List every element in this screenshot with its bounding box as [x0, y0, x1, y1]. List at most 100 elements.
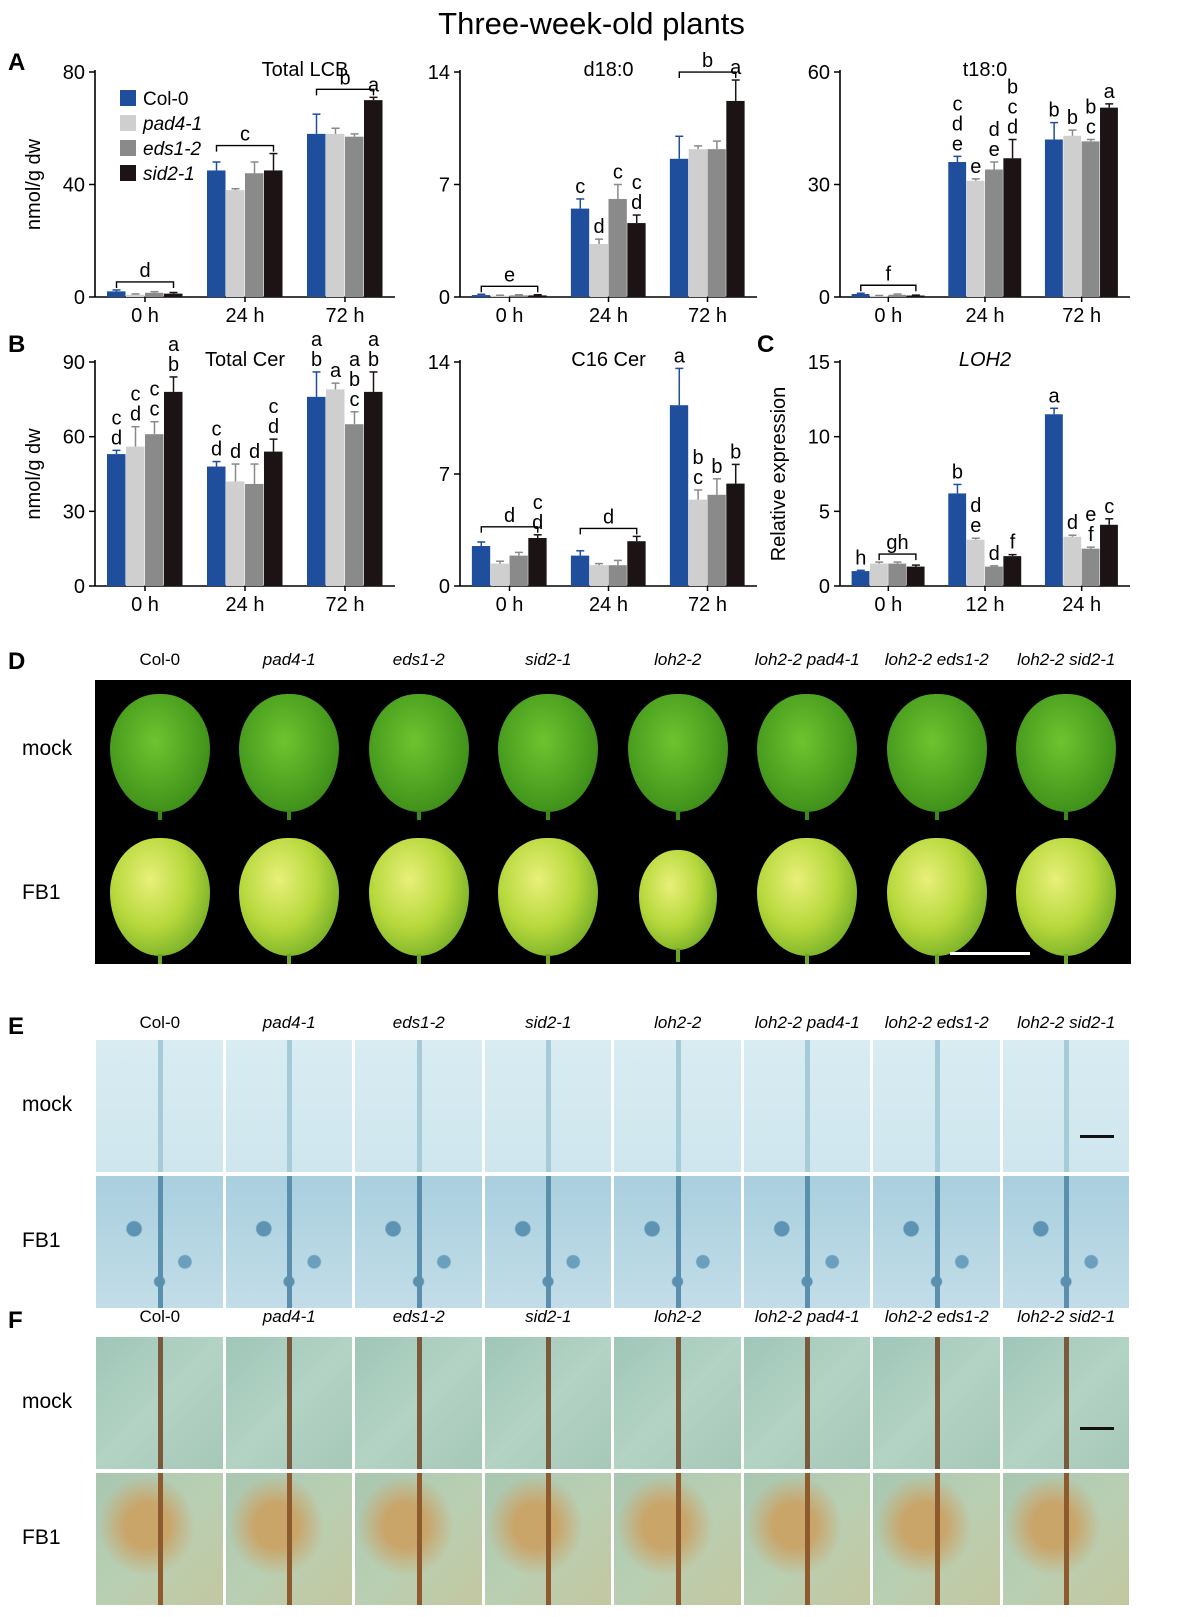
significance-letter: b	[693, 447, 704, 469]
genotype-label: loh2-2 sid2-1	[1017, 1013, 1116, 1032]
leaf-image	[368, 694, 469, 812]
leaf-vein	[934, 1040, 940, 1172]
bar	[888, 563, 907, 586]
y-tick-label: 7	[439, 175, 450, 197]
leaf-image	[757, 694, 858, 812]
significance-letter: e	[970, 515, 981, 537]
leaf-photo	[354, 824, 484, 964]
bar	[627, 223, 646, 297]
y-tick-label: 90	[63, 352, 85, 374]
stain-photo	[1002, 1040, 1129, 1172]
x-tick-label: 72 h	[326, 594, 365, 616]
leaf-vein	[157, 1473, 163, 1605]
panel-letter: B	[8, 331, 25, 358]
leaf-photo	[484, 680, 614, 820]
genotype-label: sid2-1	[525, 1013, 572, 1032]
leaf-photo	[872, 680, 1002, 820]
legend-label: pad4-1	[142, 114, 202, 135]
significance-letter: e	[970, 156, 981, 178]
leaf-stem	[1064, 810, 1069, 820]
significance-bracket	[480, 526, 539, 533]
scale-bar	[1080, 1427, 1114, 1430]
y-tick-label: 10	[808, 427, 830, 449]
leaf-photo	[1002, 680, 1132, 820]
treatment-label: mock	[22, 737, 73, 760]
genotype-label: eds1-2	[392, 1013, 445, 1032]
dab-photo	[873, 1337, 1000, 1469]
significance-letter: e	[989, 139, 1000, 161]
significance-letter: d	[230, 441, 241, 463]
bar	[126, 446, 145, 586]
panel-e: Col-0 pad4-1 eds1-2 sid2-1 loh2-2 loh2-2 pad4…	[0, 1013, 1183, 1308]
significance-letter: d	[970, 495, 981, 517]
significance-letter: c	[952, 93, 962, 115]
y-tick-label: 0	[819, 576, 830, 598]
significance-letter: gh	[886, 532, 908, 554]
leaf-image	[638, 850, 717, 950]
bar	[307, 133, 326, 297]
stain-photo	[873, 1176, 1000, 1308]
y-tick-label: 30	[808, 175, 830, 197]
x-tick-label: 24 h	[1062, 594, 1101, 616]
bar	[1003, 556, 1022, 586]
genotype-label: Col-0	[139, 1013, 181, 1032]
stain-photo	[614, 1176, 741, 1308]
leaf-vein	[805, 1473, 811, 1605]
legend-swatch	[120, 140, 136, 156]
bar	[570, 555, 590, 586]
panel-f: Col-0 pad4-1 eds1-2 sid2-1 loh2-2 loh2-2 pad4…	[0, 1307, 1183, 1607]
genotype-label: pad4-1	[262, 1307, 316, 1326]
dab-photo	[484, 1337, 611, 1469]
bar	[985, 169, 1003, 297]
genotype-label: loh2-2	[654, 1013, 702, 1032]
significance-letter: c	[212, 419, 222, 441]
leaf-stem	[675, 948, 680, 962]
x-tick-label: 0 h	[496, 305, 524, 327]
significance-letter: a	[368, 329, 380, 351]
significance-bracket	[480, 285, 539, 293]
treatment-label: FB1	[22, 881, 61, 904]
bar	[707, 149, 726, 297]
stain-photo	[873, 1040, 1000, 1172]
x-tick-label: 72 h	[688, 305, 727, 327]
leaf-image	[1016, 838, 1117, 956]
significance-letter: d	[130, 404, 141, 426]
legend-label: eds1-2	[143, 139, 202, 160]
significance-letter: a	[1049, 385, 1061, 407]
y-tick-label: 0	[819, 287, 830, 309]
bar	[688, 499, 707, 586]
leaf-stem	[416, 954, 421, 964]
chart-title: LOH2	[959, 349, 1011, 371]
y-axis-label: Relative expression	[768, 387, 790, 562]
panel-letter: C	[757, 331, 774, 358]
leaf-vein	[934, 1176, 940, 1308]
significance-letter: c	[240, 124, 250, 146]
bar	[869, 295, 888, 297]
significance-letter: c	[350, 389, 360, 411]
leaf-vein	[934, 1337, 940, 1469]
stain-photo	[484, 1176, 611, 1308]
leaf-image	[627, 694, 728, 812]
significance-letter: d	[631, 192, 642, 214]
significance-letter: b	[952, 461, 963, 483]
y-tick-label: 80	[63, 62, 85, 84]
leaf-photo	[1002, 824, 1132, 964]
y-tick-label: 0	[74, 287, 85, 309]
chart-title: C16 Cer	[571, 349, 646, 371]
significance-letter: e	[504, 264, 515, 286]
significance-letter: a	[311, 329, 323, 351]
significance-letter: c	[533, 492, 543, 514]
significance-letter: d	[211, 439, 222, 461]
bar	[948, 493, 967, 586]
dab-photo	[743, 1473, 870, 1605]
leaf-vein	[934, 1473, 940, 1605]
leaf-stem	[287, 810, 292, 820]
panel-letter: A	[8, 49, 25, 76]
significance-letter: d	[594, 216, 605, 238]
bar	[145, 292, 164, 297]
significance-letter: a	[1104, 81, 1116, 103]
bar	[245, 173, 264, 297]
x-tick-label: 0 h	[874, 594, 902, 616]
stain-photo	[355, 1040, 482, 1172]
